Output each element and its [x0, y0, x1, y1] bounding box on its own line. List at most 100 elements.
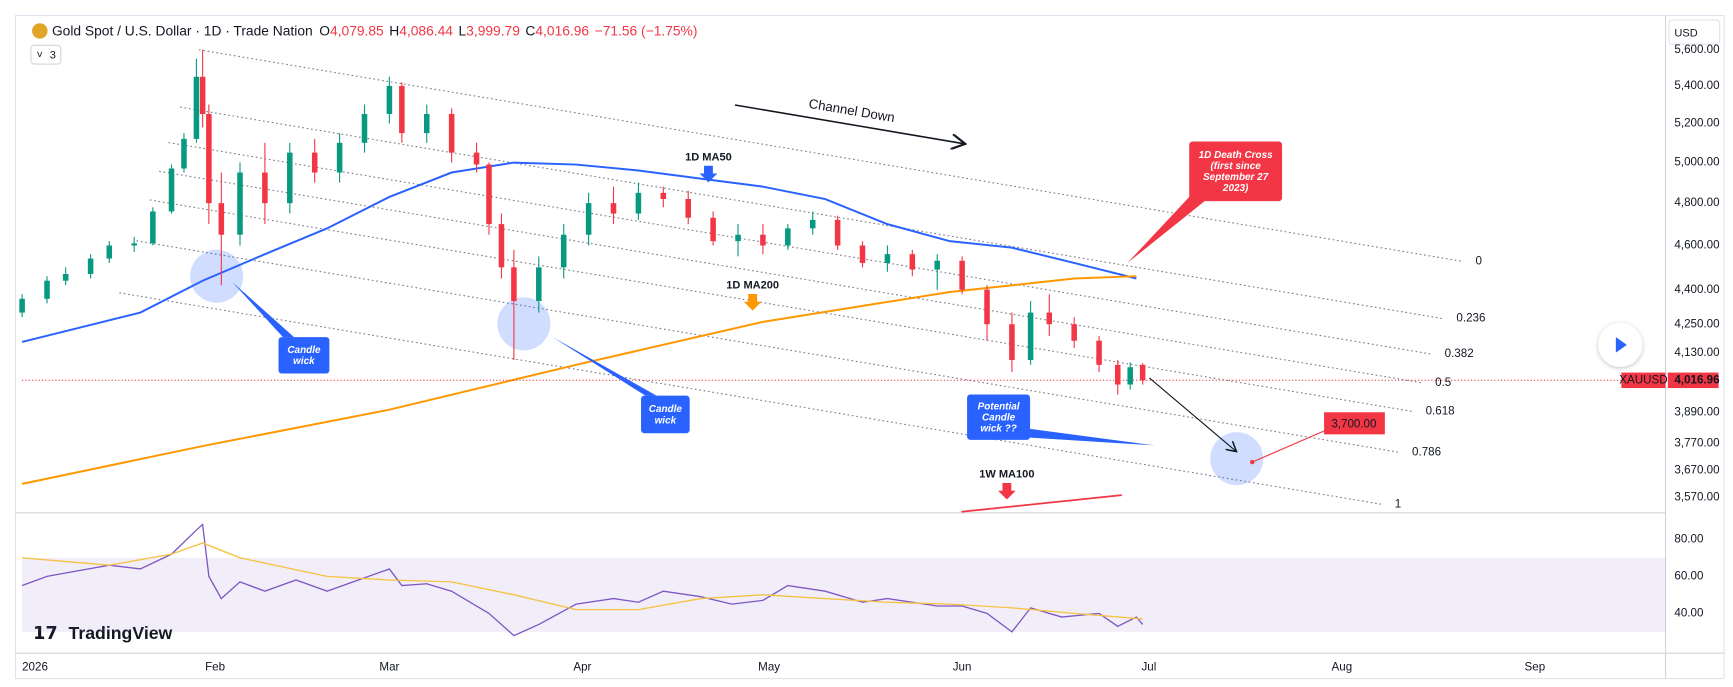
last-price-tag: [1667, 372, 1719, 389]
x-tick-label: Jun: [953, 661, 972, 674]
arrow-marker: [998, 482, 1016, 500]
target-point: [1250, 459, 1255, 465]
fib-line: [180, 106, 1444, 320]
indicator-count: 3: [50, 50, 56, 62]
y-tick-label: 3,570.00: [1674, 491, 1719, 504]
frame: [14, 14, 1725, 680]
currency-button[interactable]: [1668, 19, 1721, 45]
candle-body: [1027, 312, 1034, 360]
candle-body: [193, 76, 200, 139]
y-tick-label: 5,000.00: [1674, 156, 1719, 169]
ma-label: 1D MA200: [726, 279, 779, 291]
callout-text: Candle: [649, 404, 683, 415]
callout-text: 1D Death Cross: [1199, 150, 1273, 161]
candle-body: [760, 234, 766, 246]
fib-label: 0.618: [1426, 405, 1455, 418]
fib-line: [149, 199, 1413, 412]
ohlc-value: 4,079.85: [330, 22, 384, 38]
candle-body: [1009, 324, 1015, 360]
candle-body: [287, 152, 293, 204]
fib-label: 0.5: [1435, 376, 1451, 389]
candle-body: [1046, 312, 1053, 325]
rsi-tick-label: 60.00: [1674, 569, 1703, 582]
candle-body: [399, 85, 405, 134]
x-tick-label: Mar: [379, 661, 399, 674]
indicators-toggle[interactable]: [30, 44, 62, 65]
candle-body: [199, 76, 206, 114]
candle-body: [909, 254, 916, 270]
arrow-marker: [699, 165, 718, 183]
change: −71.56 (−1.75%): [595, 22, 698, 38]
candle-body: [685, 199, 691, 218]
y-tick-label: 4,600.00: [1674, 239, 1719, 252]
callout-text: (first since: [1211, 161, 1262, 172]
y-tick-label: 4,400.00: [1674, 283, 1719, 296]
candle-body: [311, 152, 318, 173]
rsi-line: [21, 523, 1144, 637]
ohlc-value: 4,086.44: [399, 22, 453, 38]
y-tick-label: 3,670.00: [1674, 463, 1719, 476]
callout-box: [1189, 141, 1283, 202]
fib-label: 1: [1395, 497, 1401, 510]
callout-pointer: [1030, 428, 1155, 446]
weekly-ma-line: [961, 494, 1122, 513]
y-tick-label: 4,800.00: [1674, 196, 1719, 209]
play-icon: [1615, 337, 1627, 353]
header: Gold Spot / U.S. Dollar · 1D · Trade Nat…: [52, 22, 697, 38]
y-tick-label: 4,130.00: [1674, 346, 1719, 359]
candle-body: [610, 203, 617, 214]
symbol-title: Gold Spot / U.S. Dollar · 1D · Trade Nat…: [52, 22, 313, 38]
ohlc-key: L: [459, 22, 467, 38]
channel-arrow: [734, 104, 964, 144]
brand-logo: 𝟭𝟳: [33, 623, 58, 643]
y-tick-label: 3,890.00: [1674, 405, 1719, 418]
fib-line: [136, 240, 1399, 453]
candle-body: [585, 203, 592, 235]
candle-body: [1127, 367, 1133, 385]
candle-body: [511, 267, 517, 302]
callout-box: [967, 394, 1031, 440]
candle-body: [710, 217, 716, 242]
candle-body: [361, 113, 368, 143]
x-tick-label: Jul: [1141, 661, 1156, 674]
brand: TradingView: [69, 623, 173, 643]
candle-body: [473, 152, 480, 165]
callout-box: [278, 337, 330, 374]
candle-body: [262, 172, 268, 204]
target-box: [1324, 412, 1385, 435]
callout-box: [641, 395, 690, 434]
candle-body: [62, 274, 69, 281]
fib-label: 0.382: [1445, 347, 1474, 360]
candle-body: [536, 267, 542, 302]
candle-body: [1139, 364, 1146, 381]
candle-body: [934, 260, 940, 270]
candle-body: [1071, 324, 1077, 341]
candle-body: [336, 142, 343, 173]
rsi-band: [22, 557, 1666, 632]
fib-label: 0: [1475, 254, 1481, 267]
candle-body: [660, 192, 667, 200]
candle-body: [486, 164, 492, 225]
callout-text: wick ??: [980, 424, 1016, 435]
callout-pointer: [232, 281, 294, 338]
candle-body: [809, 219, 816, 229]
symbol-tag-label: XAUUSD: [1619, 373, 1667, 386]
candle-body: [560, 234, 567, 268]
ohlc-key: C: [525, 22, 535, 38]
x-tick-label: Feb: [205, 661, 225, 674]
candle-body: [984, 289, 990, 325]
target-label: 3,700.00: [1331, 417, 1376, 430]
fib-line: [119, 292, 1382, 505]
ohlc-key: O: [319, 22, 330, 38]
candle-body: [959, 260, 965, 290]
x-tick-label: Sep: [1525, 661, 1546, 674]
fib-label: 0.786: [1412, 445, 1441, 458]
ma-label: 1D MA50: [685, 151, 732, 163]
ohlc-value: 3,999.79: [466, 22, 520, 38]
candle-body: [150, 211, 156, 244]
candle-body: [884, 254, 891, 263]
y-tick-label: 5,600.00: [1674, 43, 1719, 56]
candle-body: [237, 172, 243, 235]
x-tick-label: Aug: [1332, 661, 1353, 674]
